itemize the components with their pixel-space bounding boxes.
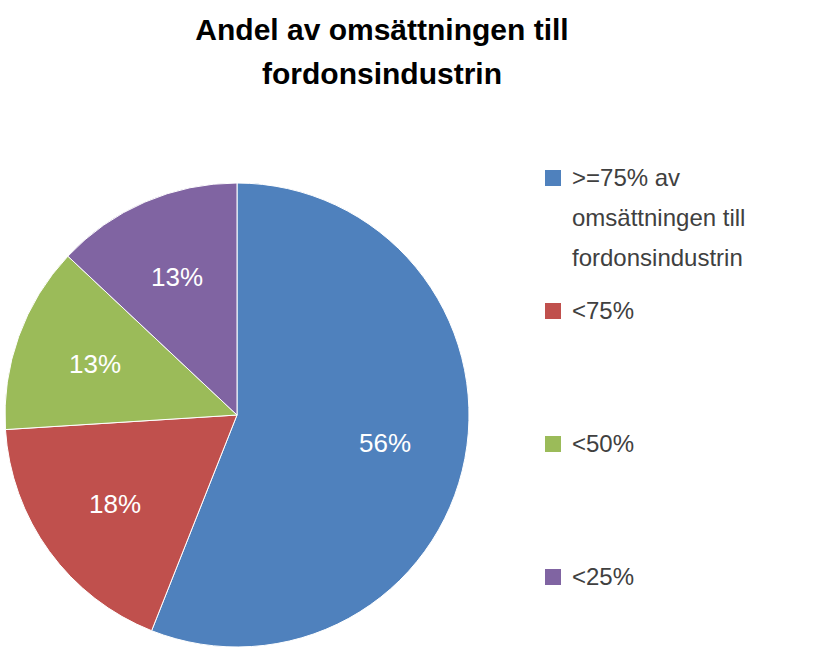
data-label: 18%: [89, 489, 141, 519]
data-labels: 56% 18% 13% 13%: [69, 262, 411, 519]
pie-area: 56% 18% 13% 13%: [0, 0, 820, 652]
data-label: 13%: [69, 349, 121, 379]
slices: [5, 183, 469, 647]
legend-swatch: [545, 170, 561, 186]
legend-swatch: [545, 303, 561, 319]
legend-label: >=75% av omsättningen till fordonsindust…: [572, 158, 812, 278]
legend-swatch: [545, 569, 561, 585]
legend-label: <25%: [572, 557, 812, 597]
pie-slice: [5, 415, 237, 631]
legend-label: <75%: [572, 291, 812, 331]
data-label: 56%: [359, 428, 411, 458]
pie-slice: [68, 183, 237, 415]
chart: Andel av omsättningen till fordonsindust…: [0, 0, 820, 652]
legend-label: <50%: [572, 424, 812, 464]
title: Andel av omsättningen till fordonsindust…: [127, 8, 637, 96]
legend-swatch: [545, 436, 561, 452]
data-label: 13%: [151, 262, 203, 292]
